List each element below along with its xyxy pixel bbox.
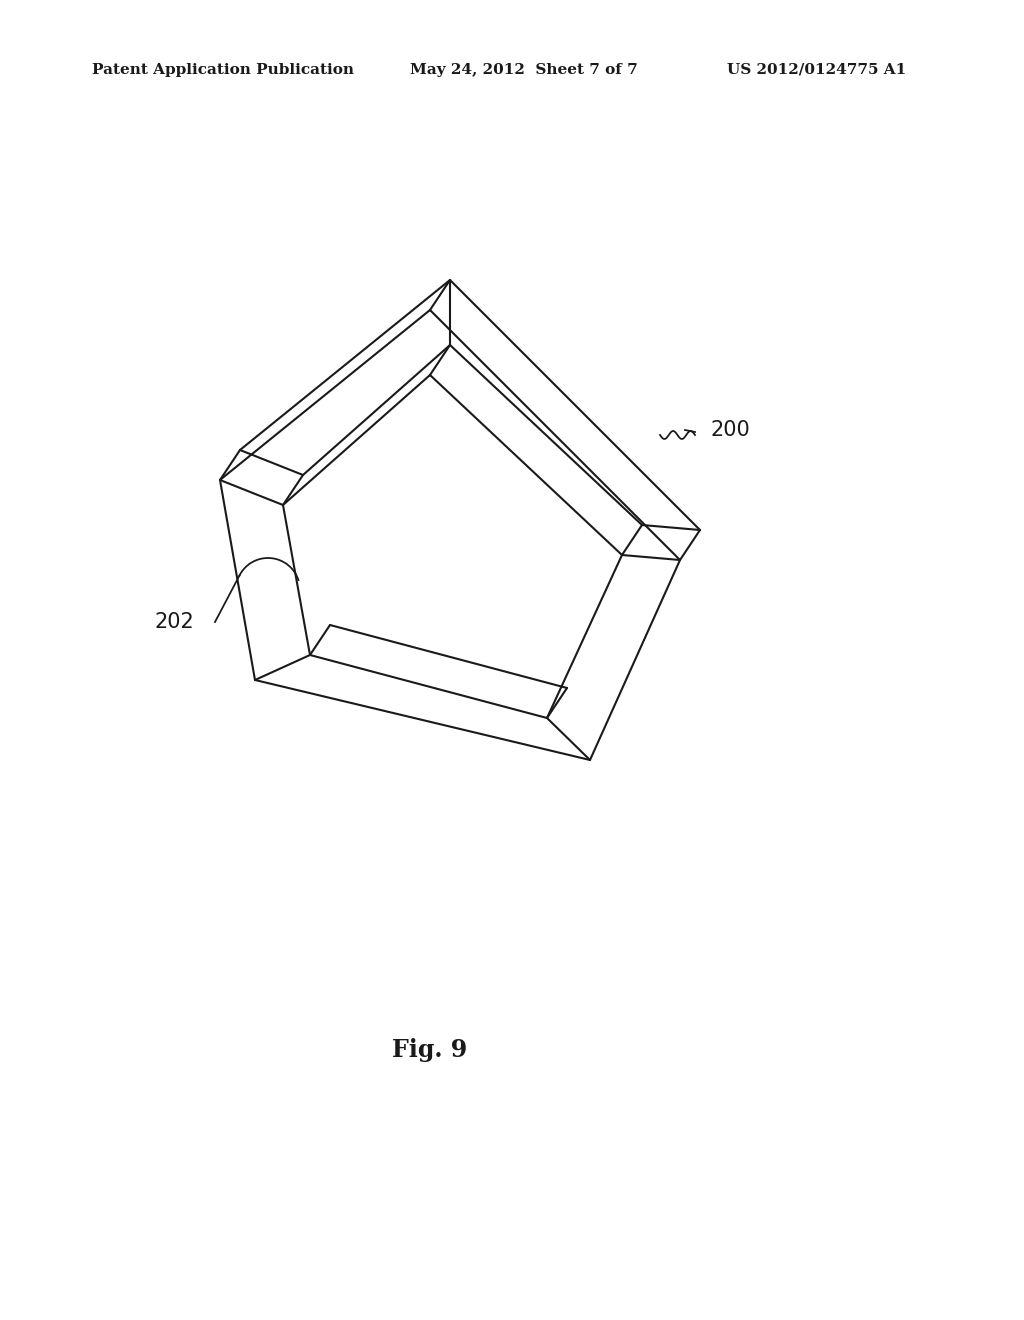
Text: US 2012/0124775 A1: US 2012/0124775 A1 [727,63,906,77]
Text: 202: 202 [155,612,195,632]
Text: 200: 200 [710,420,750,440]
Text: Fig. 9: Fig. 9 [392,1038,468,1063]
Text: May 24, 2012  Sheet 7 of 7: May 24, 2012 Sheet 7 of 7 [410,63,637,77]
Text: Patent Application Publication: Patent Application Publication [92,63,354,77]
